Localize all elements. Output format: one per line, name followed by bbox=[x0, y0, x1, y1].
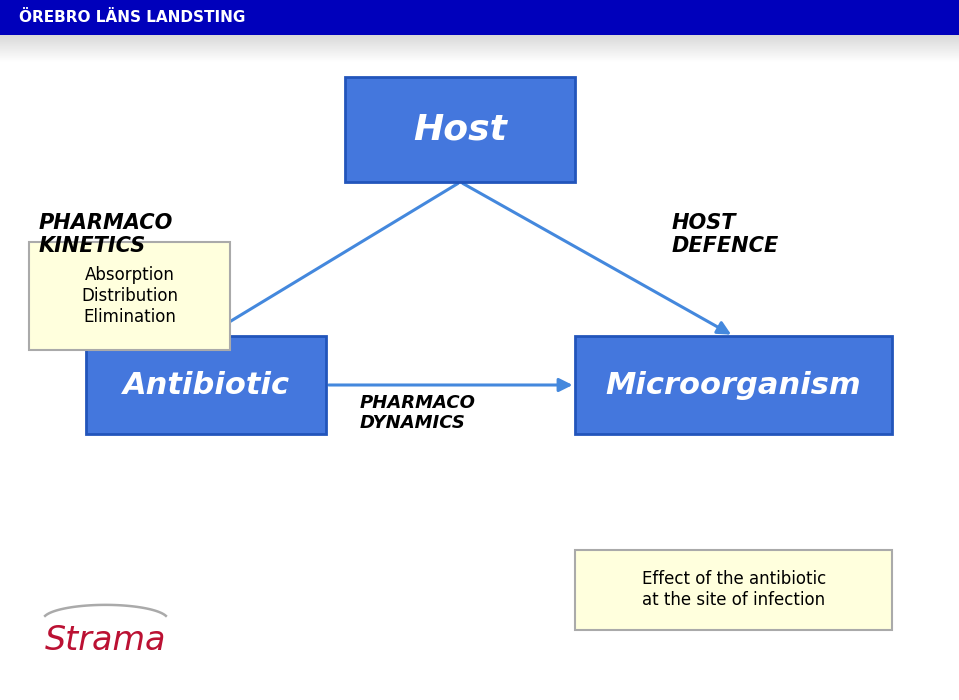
FancyBboxPatch shape bbox=[575, 550, 892, 630]
FancyBboxPatch shape bbox=[345, 77, 575, 182]
Text: PHARMACO
KINETICS: PHARMACO KINETICS bbox=[38, 213, 173, 256]
Bar bbox=[0, 0, 959, 35]
Text: Strama: Strama bbox=[45, 624, 166, 657]
Text: ÖREBRO LÄNS LANDSTING: ÖREBRO LÄNS LANDSTING bbox=[19, 10, 246, 25]
FancyBboxPatch shape bbox=[575, 336, 892, 434]
Text: Host: Host bbox=[413, 113, 507, 146]
Text: Effect of the antibiotic
at the site of infection: Effect of the antibiotic at the site of … bbox=[642, 570, 826, 609]
Text: Absorption
Distribution
Elimination: Absorption Distribution Elimination bbox=[81, 266, 178, 326]
Text: Microorganism: Microorganism bbox=[606, 370, 861, 400]
FancyBboxPatch shape bbox=[29, 241, 230, 350]
Text: PHARMACO
DYNAMICS: PHARMACO DYNAMICS bbox=[360, 393, 476, 433]
Text: Antibiotic: Antibiotic bbox=[123, 370, 290, 400]
FancyBboxPatch shape bbox=[86, 336, 326, 434]
Text: HOST
DEFENCE: HOST DEFENCE bbox=[671, 213, 779, 256]
